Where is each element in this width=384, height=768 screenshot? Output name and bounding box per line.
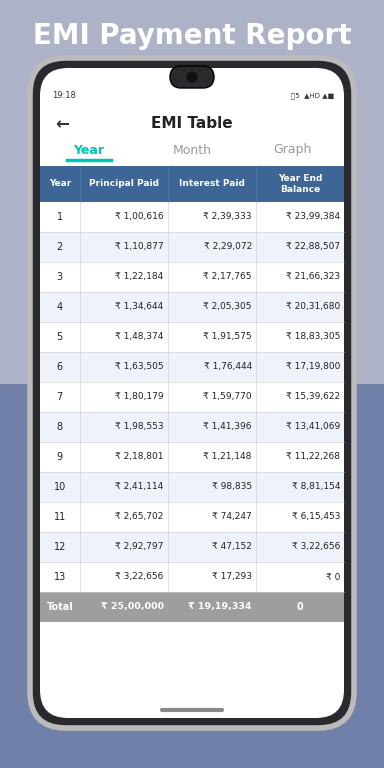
Text: 5: 5 <box>56 332 63 342</box>
Bar <box>40 532 344 562</box>
Text: ₹ 3,22,656: ₹ 3,22,656 <box>291 542 340 551</box>
Bar <box>40 562 344 592</box>
Text: ⓘ5  ▲HD ▲■: ⓘ5 ▲HD ▲■ <box>291 93 334 99</box>
Bar <box>40 292 344 322</box>
Text: ₹ 1,48,374: ₹ 1,48,374 <box>115 333 164 342</box>
Text: 2: 2 <box>56 242 63 252</box>
Text: 10: 10 <box>54 482 66 492</box>
Bar <box>40 442 344 472</box>
Text: ₹ 18,83,305: ₹ 18,83,305 <box>286 333 340 342</box>
Text: Year: Year <box>73 144 104 157</box>
Text: ₹ 2,17,765: ₹ 2,17,765 <box>204 273 252 282</box>
Text: 7: 7 <box>56 392 63 402</box>
Text: ₹ 20,31,680: ₹ 20,31,680 <box>286 303 340 312</box>
Text: ₹ 47,152: ₹ 47,152 <box>212 542 252 551</box>
Text: ₹ 3,22,656: ₹ 3,22,656 <box>115 572 164 581</box>
Text: ₹ 1,41,396: ₹ 1,41,396 <box>204 422 252 432</box>
Bar <box>40 502 344 532</box>
FancyBboxPatch shape <box>30 58 354 728</box>
Text: 19:18: 19:18 <box>52 91 76 101</box>
Text: ₹ 98,835: ₹ 98,835 <box>212 482 252 492</box>
Text: 1: 1 <box>57 212 63 222</box>
Circle shape <box>187 72 197 82</box>
Bar <box>40 232 344 262</box>
FancyBboxPatch shape <box>170 66 214 88</box>
Text: ₹ 1,00,616: ₹ 1,00,616 <box>115 213 164 221</box>
Text: EMI Table: EMI Table <box>151 117 233 131</box>
Text: 3: 3 <box>57 272 63 282</box>
Text: ₹ 1,22,184: ₹ 1,22,184 <box>116 273 164 282</box>
Bar <box>40 322 344 352</box>
Text: ₹ 2,05,305: ₹ 2,05,305 <box>204 303 252 312</box>
Text: 12: 12 <box>54 542 66 552</box>
Text: ₹ 74,247: ₹ 74,247 <box>212 512 252 521</box>
Text: Year End
Balance: Year End Balance <box>278 174 322 194</box>
Text: ₹ 1,21,148: ₹ 1,21,148 <box>204 452 252 462</box>
Text: ₹ 6,15,453: ₹ 6,15,453 <box>291 512 340 521</box>
Text: ₹ 17,293: ₹ 17,293 <box>212 572 252 581</box>
Bar <box>40 412 344 442</box>
Text: ₹ 17,19,800: ₹ 17,19,800 <box>286 362 340 372</box>
Text: ₹ 2,39,333: ₹ 2,39,333 <box>204 213 252 221</box>
Text: ₹ 1,80,179: ₹ 1,80,179 <box>115 392 164 402</box>
Text: EMI Payment Report: EMI Payment Report <box>33 22 351 50</box>
Bar <box>0 384 384 768</box>
Text: 13: 13 <box>54 572 66 582</box>
Text: Total: Total <box>46 602 73 612</box>
Bar <box>40 166 344 202</box>
Text: 0: 0 <box>296 602 303 612</box>
Text: ₹ 2,92,797: ₹ 2,92,797 <box>115 542 164 551</box>
Text: ←: ← <box>55 115 69 133</box>
Text: ₹ 2,18,801: ₹ 2,18,801 <box>115 452 164 462</box>
FancyBboxPatch shape <box>40 68 344 718</box>
Bar <box>40 352 344 382</box>
Text: ₹ 1,91,575: ₹ 1,91,575 <box>203 333 252 342</box>
Text: Graph: Graph <box>273 144 311 157</box>
Bar <box>40 472 344 502</box>
Bar <box>40 202 344 232</box>
Text: ₹ 2,41,114: ₹ 2,41,114 <box>116 482 164 492</box>
Text: 4: 4 <box>57 302 63 312</box>
Text: ₹ 25,00,000: ₹ 25,00,000 <box>101 603 164 611</box>
Text: ₹ 22,88,507: ₹ 22,88,507 <box>286 243 340 251</box>
Text: ₹ 21,66,323: ₹ 21,66,323 <box>286 273 340 282</box>
Text: ₹ 1,10,877: ₹ 1,10,877 <box>115 243 164 251</box>
Text: ₹ 13,41,069: ₹ 13,41,069 <box>286 422 340 432</box>
Bar <box>40 382 344 412</box>
Text: ₹ 2,65,702: ₹ 2,65,702 <box>115 512 164 521</box>
Text: 8: 8 <box>57 422 63 432</box>
Text: Month: Month <box>172 144 212 157</box>
Text: Year: Year <box>49 180 71 188</box>
Text: ₹ 8,81,154: ₹ 8,81,154 <box>291 482 340 492</box>
Bar <box>0 0 384 384</box>
Text: 9: 9 <box>57 452 63 462</box>
Text: ₹ 2,29,072: ₹ 2,29,072 <box>204 243 252 251</box>
Bar <box>40 592 344 622</box>
Text: ₹ 0: ₹ 0 <box>326 572 340 581</box>
Text: ₹ 11,22,268: ₹ 11,22,268 <box>286 452 340 462</box>
Text: Principal Paid: Principal Paid <box>89 180 159 188</box>
Text: ₹ 19,19,334: ₹ 19,19,334 <box>188 603 252 611</box>
Bar <box>40 262 344 292</box>
Text: ₹ 1,76,444: ₹ 1,76,444 <box>204 362 252 372</box>
Text: ₹ 1,59,770: ₹ 1,59,770 <box>203 392 252 402</box>
Text: ₹ 1,34,644: ₹ 1,34,644 <box>116 303 164 312</box>
Text: ₹ 1,98,553: ₹ 1,98,553 <box>115 422 164 432</box>
Text: 6: 6 <box>57 362 63 372</box>
Text: ₹ 15,39,622: ₹ 15,39,622 <box>286 392 340 402</box>
Text: Interest Paid: Interest Paid <box>179 180 245 188</box>
Text: 11: 11 <box>54 512 66 522</box>
Text: ₹ 1,63,505: ₹ 1,63,505 <box>115 362 164 372</box>
Text: ₹ 23,99,384: ₹ 23,99,384 <box>286 213 340 221</box>
